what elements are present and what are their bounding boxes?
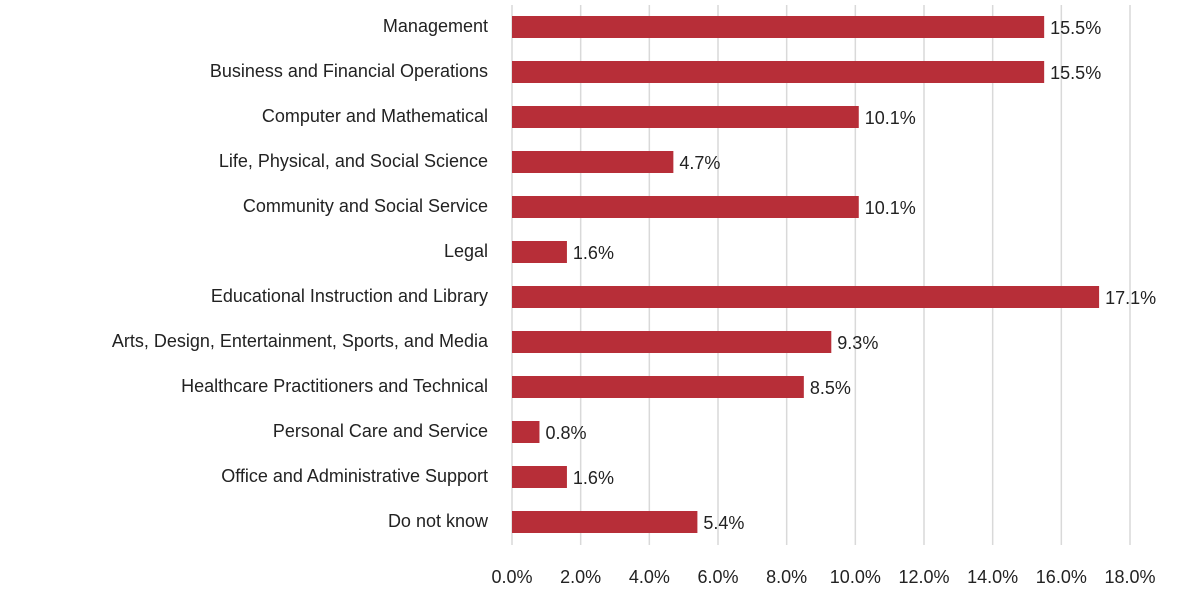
bar	[512, 61, 1045, 83]
bar	[512, 151, 674, 173]
value-label: 15.5%	[1050, 63, 1101, 83]
bar	[512, 421, 540, 443]
y-tick-label: Legal	[444, 241, 488, 261]
y-tick-label: Do not know	[388, 511, 489, 531]
value-label: 15.5%	[1050, 18, 1101, 38]
x-tick-label: 6.0%	[697, 567, 738, 587]
y-tick-label: Business and Financial Operations	[210, 61, 488, 81]
value-label: 10.1%	[865, 198, 916, 218]
value-label: 5.4%	[703, 513, 744, 533]
x-tick-label: 0.0%	[491, 567, 532, 587]
value-label: 1.6%	[573, 243, 614, 263]
bar	[512, 241, 567, 263]
bar	[512, 16, 1045, 38]
y-tick-label: Management	[383, 16, 488, 36]
bar	[512, 466, 567, 488]
value-label: 4.7%	[679, 153, 720, 173]
x-tick-label: 16.0%	[1036, 567, 1087, 587]
y-tick-label: Healthcare Practitioners and Technical	[181, 376, 488, 396]
y-tick-label: Office and Administrative Support	[221, 466, 488, 486]
x-tick-label: 18.0%	[1104, 567, 1155, 587]
y-tick-label: Life, Physical, and Social Science	[219, 151, 488, 171]
bar	[512, 196, 859, 218]
x-tick-label: 12.0%	[898, 567, 949, 587]
value-label: 0.8%	[545, 423, 586, 443]
x-tick-label: 4.0%	[629, 567, 670, 587]
y-tick-label: Community and Social Service	[243, 196, 488, 216]
y-tick-label: Arts, Design, Entertainment, Sports, and…	[112, 331, 489, 351]
value-label: 9.3%	[837, 333, 878, 353]
bar	[512, 286, 1100, 308]
x-tick-label: 2.0%	[560, 567, 601, 587]
bar	[512, 511, 698, 533]
bar	[512, 106, 859, 128]
bar	[512, 331, 832, 353]
bar	[512, 376, 804, 398]
value-label: 1.6%	[573, 468, 614, 488]
value-label: 10.1%	[865, 108, 916, 128]
x-tick-label: 8.0%	[766, 567, 807, 587]
y-tick-label: Personal Care and Service	[273, 421, 488, 441]
x-tick-label: 14.0%	[967, 567, 1018, 587]
x-tick-label: 10.0%	[830, 567, 881, 587]
value-label: 17.1%	[1105, 288, 1156, 308]
y-tick-label: Computer and Mathematical	[262, 106, 488, 126]
value-label: 8.5%	[810, 378, 851, 398]
y-tick-label: Educational Instruction and Library	[211, 286, 488, 306]
